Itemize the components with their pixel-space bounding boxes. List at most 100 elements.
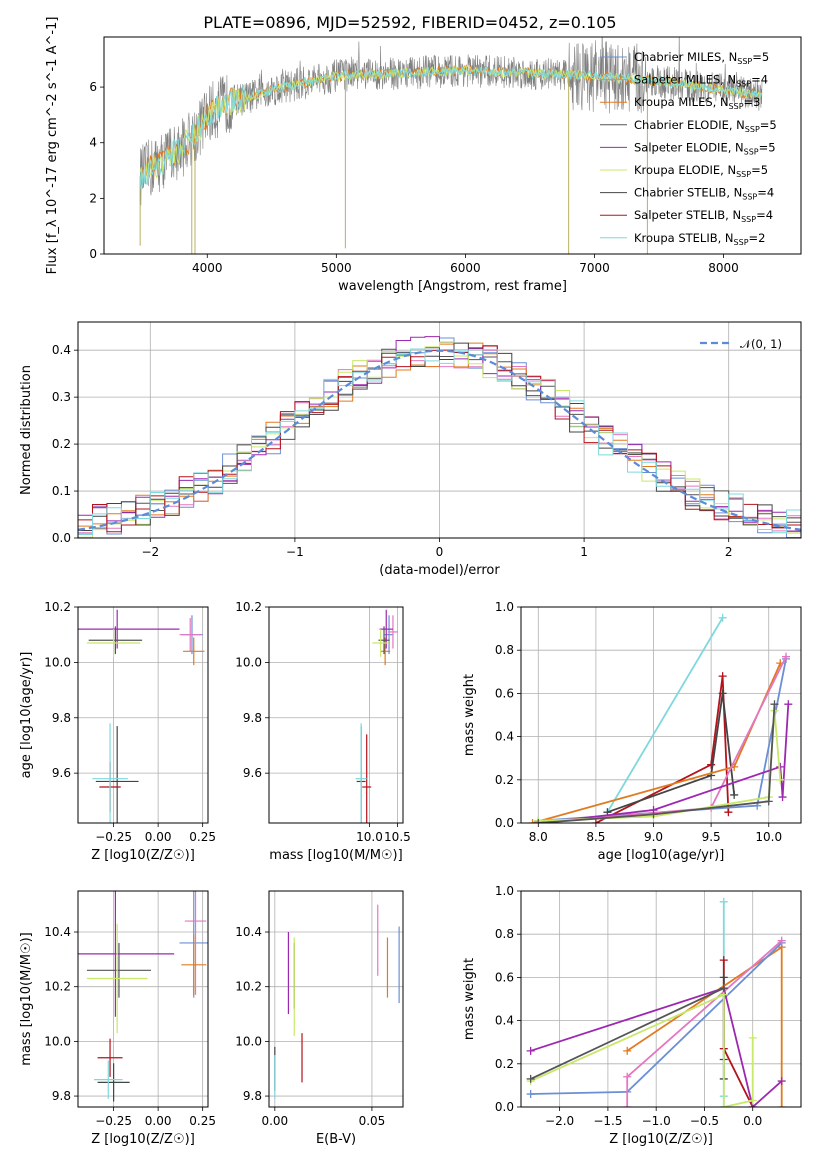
x-axis-label: mass [log10(M/M☉)]: [269, 848, 402, 863]
y-tick-label: 0.2: [495, 773, 514, 787]
legend-entry: Chabrier ELODIE, NSSP=5: [634, 118, 777, 134]
weight-marker: [777, 1103, 786, 1107]
errorbar-point: [78, 891, 175, 1017]
y-tick-label: 0: [89, 247, 97, 261]
errorbar-point: [380, 637, 391, 666]
x-tick-label: 4000: [192, 261, 223, 275]
x-tick-label: −0.25: [95, 830, 132, 844]
plot-area: [355, 609, 398, 823]
errorbar-point: [184, 891, 207, 995]
x-axis-label: (data-model)/error: [379, 563, 500, 578]
y-tick-label: 0.4: [52, 343, 71, 357]
x-tick-label: −0.5: [690, 1114, 719, 1128]
x-tick-label: 0.00: [145, 830, 172, 844]
weight-line: [538, 704, 776, 823]
plot-area: [274, 904, 400, 1099]
errorbar-point: [92, 723, 128, 823]
errorbar-point: [372, 629, 390, 657]
weight-line: [538, 658, 787, 822]
x-tick-label: 8.0: [529, 830, 548, 844]
weight-marker: [623, 1103, 632, 1107]
y-tick-label: 0.3: [52, 390, 71, 404]
plot-area: [78, 336, 801, 538]
y-tick-label: 2: [89, 191, 97, 205]
gridlines: [78, 891, 208, 1107]
errorbar-point: [97, 1063, 130, 1102]
x-tick-label: 1: [580, 545, 588, 559]
axes-frame: [268, 890, 404, 1108]
x-tick-label: −2.0: [545, 1114, 574, 1128]
y-tick-label: 10.0: [44, 655, 71, 669]
errorbar-point: [97, 1038, 123, 1077]
x-tick-label: 0.0: [743, 1114, 762, 1128]
x-tick-label: 10.0: [755, 830, 782, 844]
y-tick-label: 6: [89, 80, 97, 94]
y-axis-label: mass weight: [462, 674, 477, 756]
errorbar-point: [387, 615, 398, 649]
histogram-step: [78, 336, 801, 532]
normal-curve: [78, 349, 801, 531]
weight-marker: [719, 956, 728, 965]
panel-residuals: −2 −1 0 1 2 0.0 0.1 0.2 0.3 0.4 (data-model)/error…: [19, 321, 802, 578]
y-tick-label: 10.0: [235, 655, 262, 669]
weight-marker: [591, 819, 600, 823]
weight-marker: [770, 700, 779, 709]
weight-line: [530, 987, 783, 1107]
errorbar-point: [181, 934, 207, 995]
errorbar-point: [362, 734, 372, 823]
errorbar-point: [86, 923, 148, 1034]
panel-mass_vs_EBV: 0.00 0.05 9.8 10.0 10.2 10.4 E(B-V): [235, 890, 404, 1147]
weight-marker: [623, 1072, 632, 1081]
axes-frame: [520, 606, 802, 824]
y-tick-label: 0.6: [495, 970, 514, 984]
x-tick-label: 0.05: [359, 1114, 386, 1128]
y-tick-label: 9.6: [52, 766, 71, 780]
plot-area: [78, 891, 208, 1102]
y-tick-label: 10.0: [44, 1034, 71, 1048]
chart-title: PLATE=0896, MJD=52592, FIBERID=0452, z=0…: [203, 13, 616, 32]
x-tick-label: 7000: [579, 261, 610, 275]
weight-marker: [623, 1046, 632, 1055]
x-tick-label: −1.0: [642, 1114, 671, 1128]
weight-marker: [718, 689, 727, 698]
y-tick-label: 0.8: [495, 927, 514, 941]
y-tick-label: 10.2: [44, 600, 71, 614]
legend-entry: Chabrier STELIB, NSSP=4: [634, 186, 774, 202]
errorbar-point: [179, 618, 201, 652]
x-axis-label: age [log10(age/yr)]: [598, 848, 725, 863]
weight-marker: [534, 819, 543, 823]
axes-frame: [268, 606, 404, 824]
weight-marker: [718, 672, 727, 681]
x-tick-label: −1.5: [593, 1114, 622, 1128]
y-axis-label: Flux [f_λ 10^-17 erg cm^-2 s^-1 A^-1]: [45, 17, 60, 275]
y-tick-label: 0.1: [52, 484, 71, 498]
weight-marker: [778, 793, 787, 802]
legend: 𝒩(0, 1): [700, 337, 782, 351]
histogram-step: [78, 342, 801, 531]
errorbar-point: [88, 626, 143, 655]
x-tick-label: 10.5: [384, 830, 411, 844]
weight-marker: [528, 819, 537, 823]
weight-line: [606, 617, 724, 813]
axes-frame: [77, 321, 802, 539]
plot-area: [139, 37, 763, 254]
y-tick-label: 9.6: [243, 766, 262, 780]
y-tick-label: 9.8: [52, 1089, 71, 1103]
gridlines: [269, 606, 403, 823]
weight-marker: [719, 1103, 728, 1107]
weight-marker: [526, 1090, 535, 1099]
weight-line: [530, 993, 754, 1107]
x-tick-label: 9.0: [644, 830, 663, 844]
axes-frame: [77, 606, 209, 824]
weight-marker: [730, 790, 739, 799]
errorbar-point: [95, 726, 139, 823]
x-tick-label: 8000: [708, 261, 739, 275]
y-tick-label: 0.0: [52, 531, 71, 545]
errorbar-point: [78, 609, 180, 649]
gridlines: [78, 606, 208, 823]
weight-marker: [777, 936, 786, 945]
weight-line: [538, 656, 787, 823]
y-tick-label: 0.6: [495, 686, 514, 700]
axes-frame: [77, 890, 209, 1108]
